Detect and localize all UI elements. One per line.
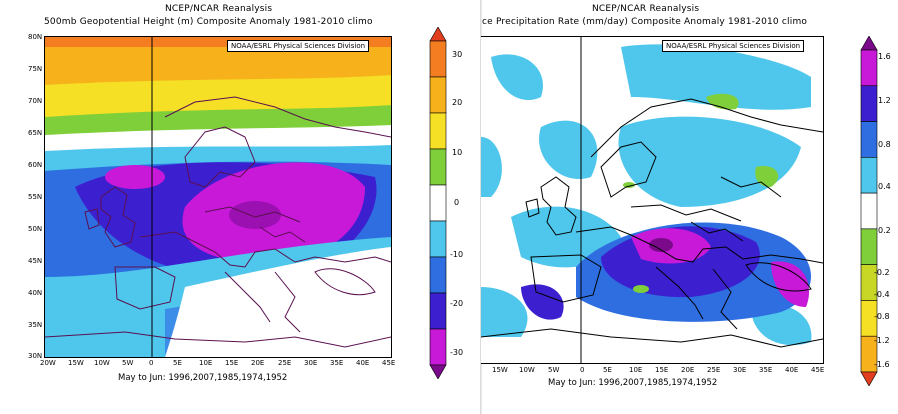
- lon-label: 30E: [733, 366, 747, 374]
- colorbar-label: 10: [452, 148, 463, 157]
- colorbar-cell: [860, 121, 878, 158]
- colorbar-cell: [860, 85, 878, 122]
- lon-label: 30E: [304, 359, 318, 367]
- lon-label: 25E: [278, 359, 292, 367]
- colorbar-label: 0.4: [878, 182, 891, 191]
- colorbar-cell: [429, 184, 447, 222]
- colorbar-label: 1.6: [878, 52, 891, 61]
- colorbar-cell: [429, 364, 447, 379]
- colorbar-cell: [429, 220, 447, 258]
- panel-header: NCEP/NCAR Reanalysis: [592, 4, 700, 14]
- colorbar-label: -0.4: [874, 290, 890, 299]
- colorbar-cell: [860, 157, 878, 194]
- panel-title: 500mb Geopotential Height (m) Composite …: [44, 17, 373, 27]
- lon-label: 5E: [603, 366, 612, 374]
- colorbar-label: 0: [454, 198, 460, 207]
- colorbar-label: -0.2: [874, 268, 890, 277]
- anomaly-map: [481, 36, 824, 364]
- colorbar-cell: [429, 328, 447, 366]
- colorbar-label: -0.8: [874, 312, 890, 321]
- lat-label: 75N: [28, 65, 43, 73]
- lat-label: 55N: [28, 193, 43, 201]
- colorbar-label: 0.8: [878, 140, 891, 149]
- lon-label: 10E: [199, 359, 213, 367]
- credit-label: NOAA/ESRL Physical Sciences Division: [662, 40, 805, 52]
- lon-label: 10E: [629, 366, 643, 374]
- lat-label: 40N: [28, 289, 43, 297]
- lon-label: 40E: [356, 359, 370, 367]
- lon-label: 0: [149, 359, 154, 367]
- lat-label: 50N: [28, 225, 43, 233]
- colorbar: [429, 27, 447, 379]
- lat-label: 65N: [28, 129, 43, 137]
- anomaly-map: [44, 36, 392, 358]
- colorbar-cell: [429, 148, 447, 186]
- lon-label: 40E: [785, 366, 799, 374]
- colorbar-cell: [860, 192, 878, 230]
- colorbar-cell: [429, 40, 447, 78]
- lon-label: 20E: [681, 366, 695, 374]
- lon-label: 15W: [68, 359, 84, 367]
- colorbar-cell: [429, 112, 447, 150]
- panel-header: NCEP/NCAR Reanalysis: [165, 4, 273, 14]
- colorbar-label: 1.2: [878, 96, 891, 105]
- lon-label: 15W: [492, 366, 508, 374]
- lon-label: 0: [580, 366, 585, 374]
- colorbar-label: -30: [450, 348, 464, 357]
- colorbar-cell: [860, 36, 878, 51]
- precipitation-panel: NCEP/NCAR Reanalysis ce Precipitation Ra…: [481, 0, 898, 414]
- colorbar-cell: [860, 228, 878, 265]
- period-label: May to Jun: 1996,2007,1985,1974,1952: [548, 378, 718, 388]
- lat-label: 30N: [28, 352, 43, 360]
- colorbar: [860, 36, 878, 386]
- lat-label: 70N: [28, 97, 43, 105]
- lat-label: 80N: [28, 33, 43, 41]
- lon-label: 20W: [40, 359, 56, 367]
- colorbar-cell: [429, 27, 447, 42]
- geopotential-height-panel: NCEP/NCAR Reanalysis 500mb Geopotential …: [28, 4, 464, 383]
- colorbar-label: -20: [450, 299, 464, 308]
- lon-label: 15E: [225, 359, 239, 367]
- lon-label: 5E: [173, 359, 182, 367]
- lon-label: 10W: [519, 366, 535, 374]
- colorbar-label: 20: [452, 98, 463, 107]
- colorbar-label: -1.6: [874, 360, 890, 369]
- colorbar-label: 0.2: [878, 226, 891, 235]
- lon-label: 20E: [251, 359, 265, 367]
- panel-title: ce Precipitation Rate (mm/day) Composite…: [482, 17, 808, 27]
- lon-label: 35E: [759, 366, 773, 374]
- lon-label: 10W: [94, 359, 110, 367]
- lon-label: 15E: [655, 366, 669, 374]
- lon-label: 25E: [707, 366, 721, 374]
- colorbar-cell: [860, 371, 878, 386]
- credit-label: NOAA/ESRL Physical Sciences Division: [227, 40, 370, 52]
- period-label: May to Jun: 1996,2007,1985,1974,1952: [118, 373, 288, 383]
- lon-label: 35E: [330, 359, 344, 367]
- lon-label: 5W: [548, 366, 560, 374]
- colorbar-cell: [429, 76, 447, 114]
- lon-label: 45E: [382, 359, 396, 367]
- colorbar-cell: [429, 292, 447, 330]
- colorbar-label: 30: [452, 50, 463, 59]
- lon-label: 5W: [122, 359, 134, 367]
- lat-label: 45N: [28, 257, 43, 265]
- colorbar-cell: [429, 256, 447, 294]
- lat-label: 35N: [28, 321, 43, 329]
- colorbar-cell: [860, 49, 878, 87]
- lon-label: 45E: [811, 366, 825, 374]
- colorbar-label: -10: [450, 250, 464, 259]
- colorbar-label: -1.2: [874, 336, 890, 345]
- lat-label: 60N: [28, 161, 43, 169]
